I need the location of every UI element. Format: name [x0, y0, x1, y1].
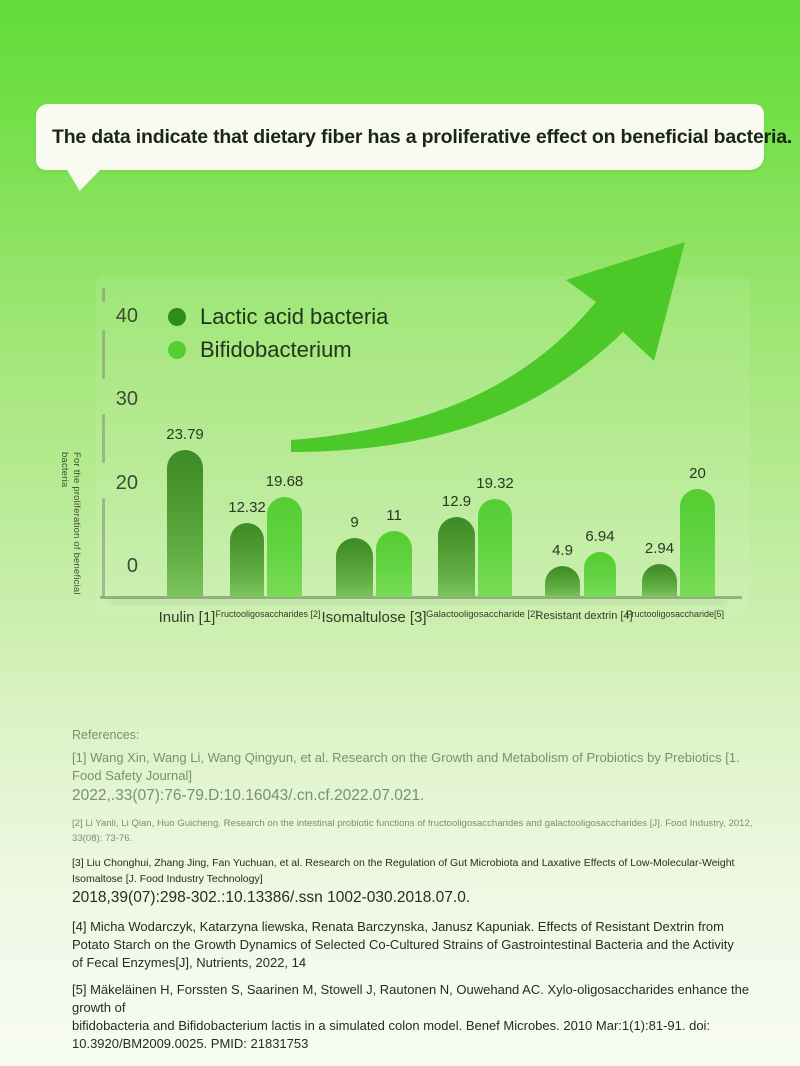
bar-value-label: 9 — [350, 514, 359, 531]
reference-line: 2018,39(07):298-302.:10.13386/.ssn 1002-… — [72, 889, 471, 906]
bar-value-label: 11 — [386, 507, 402, 524]
y-axis-segment — [102, 288, 105, 302]
reference-line: 10.3920/BM2009.0025. PMID: 21831753 — [72, 1036, 309, 1051]
reference-line: 2022,.33(07):76-79.D:10.16043/.cn.cf.202… — [72, 787, 425, 804]
references-heading: References: — [72, 728, 140, 742]
x-category-label: Resistant dextrin [4] — [535, 610, 633, 622]
reference-item: [5] Mäkeläinen H, Forssten S, Saarinen M… — [72, 981, 772, 1053]
bar-value-label: 12.9 — [441, 493, 472, 510]
reference-line: [3] Liu Chonghui, Zhang Jing, Fan Yuchua… — [72, 857, 735, 885]
reference-line: [1] Wang Xin, Wang Li, Wang Qingyun, et … — [72, 750, 740, 783]
bar-value-label: 6.94 — [585, 528, 615, 545]
headline-text: The data indicate that dietary fiber has… — [52, 125, 793, 148]
bar-value-label: 12.32 — [228, 499, 266, 516]
x-category-label: Inulin [1] — [158, 609, 216, 626]
bar-bifido — [376, 531, 412, 597]
legend-label: Lactic acid bacteria — [200, 304, 389, 329]
x-category-label: Galactooligosaccharide [2] — [426, 609, 538, 620]
reference-line: [5] Mäkeläinen H, Forssten S, Saarinen M… — [72, 982, 750, 1015]
legend-item: Lactic acid bacteria — [168, 304, 388, 330]
legend-label: Bifidobacterium — [200, 337, 352, 362]
y-tick-label: 20 — [115, 472, 138, 494]
bar-lactic — [438, 517, 475, 597]
bar-value-label: 19.68 — [265, 473, 304, 490]
x-category-label: Fructooligosaccharides [2] — [215, 609, 321, 619]
x-axis-line — [100, 596, 742, 599]
references-section: References: [1] Wang Xin, Wang Li, Wang … — [72, 728, 772, 1062]
bar-lactic — [642, 564, 677, 597]
y-axis-title: For the proliferation of beneficial bact… — [59, 452, 82, 595]
bar-value-label: 23.79 — [166, 426, 204, 443]
bar-bifido — [267, 497, 302, 597]
bar-lactic — [167, 450, 203, 597]
bar-lactic — [230, 523, 264, 597]
reference-line: Potato Starch on the Growth Dynamics of … — [72, 937, 734, 952]
bar-lactic — [336, 538, 373, 597]
legend-swatch-icon — [168, 341, 186, 359]
bar-bifido — [478, 499, 512, 597]
y-axis-segment — [102, 414, 105, 463]
reference-line: of Fecal Enzymes[J], Nutrients, 2022, 14 — [72, 955, 307, 970]
y-axis-segment — [102, 330, 105, 379]
x-category-label: Fructooligosaccharide[5] — [625, 609, 725, 619]
headline-bubble: The data indicate that dietary fiber has… — [36, 104, 792, 170]
reference-item: [3] Liu Chonghui, Zhang Jing, Fan Yuchua… — [72, 855, 772, 909]
x-category-label: Isomaltulose [3] — [321, 609, 427, 626]
bubble-tail-icon — [66, 168, 102, 191]
reference-item: [1] Wang Xin, Wang Li, Wang Qingyun, et … — [72, 749, 772, 807]
growth-arrow-icon — [291, 242, 685, 452]
reference-item: [2] Li Yanli, Li Qian, Huo Guicheng. Res… — [72, 816, 772, 846]
bar-value-label: 2.94 — [644, 540, 675, 557]
reference-item: [4] Micha Wodarczyk, Katarzyna liewska, … — [72, 918, 772, 972]
bar-value-label: 20 — [689, 465, 706, 482]
legend-swatch-icon — [168, 308, 186, 326]
reference-line: bifidobacteria and Bifidobacterium lacti… — [72, 1018, 711, 1033]
legend-item: Bifidobacterium — [168, 337, 388, 363]
bar-bifido — [680, 489, 715, 597]
y-tick-label: 30 — [115, 388, 138, 410]
reference-line: [4] Micha Wodarczyk, Katarzyna liewska, … — [72, 919, 724, 934]
references-list: [1] Wang Xin, Wang Li, Wang Qingyun, et … — [72, 749, 772, 1053]
bar-bifido — [584, 552, 616, 597]
bar-value-label: 4.9 — [552, 542, 573, 559]
y-tick-label: 40 — [115, 305, 138, 327]
bar-lactic — [545, 566, 580, 597]
chart-legend: Lactic acid bacteria Bifidobacterium — [168, 304, 388, 370]
y-tick-label: 0 — [126, 555, 138, 577]
y-axis-segment — [102, 498, 105, 597]
reference-line: [2] Li Yanli, Li Qian, Huo Guicheng. Res… — [72, 818, 753, 844]
bar-value-label: 19.32 — [476, 475, 514, 492]
baseline-shadow — [110, 600, 726, 607]
